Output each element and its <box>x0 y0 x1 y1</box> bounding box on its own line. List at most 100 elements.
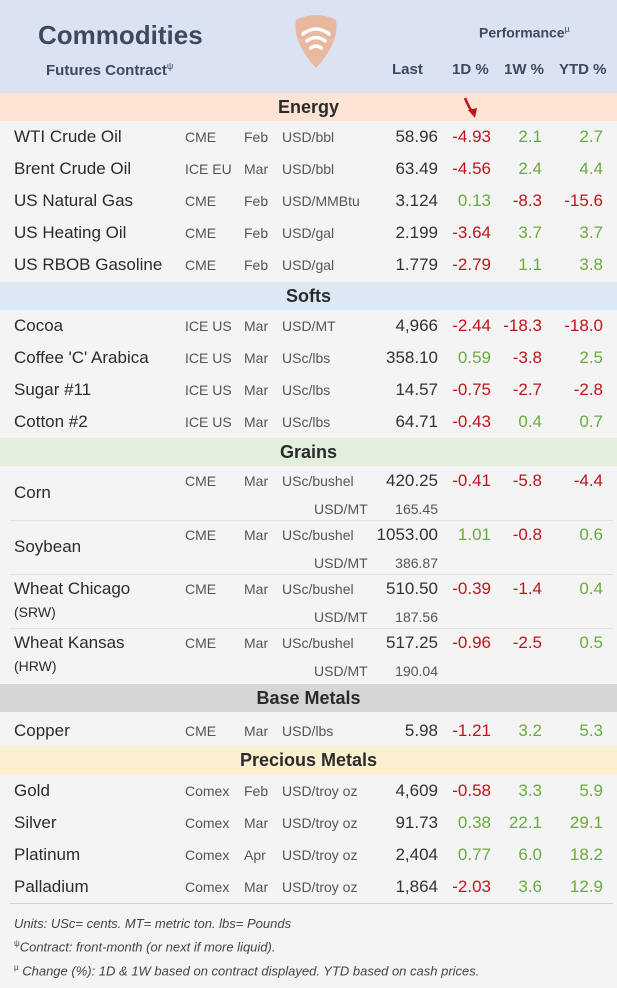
commodity-name: Silver <box>14 813 57 832</box>
subtitle: Futures Contractψ <box>46 61 174 79</box>
change-1w: 0.4 <box>518 412 542 431</box>
commodity-name: Soybean <box>14 537 82 556</box>
table-row: WTI Crude Oil CME Feb USD/bbl 58.96 -4.93 2.1 2… <box>0 121 617 153</box>
col-last: Last <box>392 61 423 78</box>
unit: USD/troy oz <box>282 879 358 895</box>
unit-secondary: USD/MT <box>314 501 368 517</box>
commodity-name: US Heating Oil <box>14 223 127 242</box>
last-price: 63.49 <box>395 159 438 178</box>
change-1w: 2.4 <box>518 159 542 178</box>
table-row: US Natural Gas CME Feb USD/MMBtu 3.124 0.13 -8… <box>0 185 617 217</box>
commodity-name: Coffee 'C' Arabica <box>14 348 149 367</box>
table-row: Corn CME Mar USc/bushel USD/MT 420.25 165.45 -0… <box>0 466 617 520</box>
contract-month: Mar <box>244 350 269 366</box>
table-row: US Heating Oil CME Feb USD/gal 2.199 -3.64 3.7… <box>0 217 617 249</box>
change-ytd: 2.7 <box>579 127 603 146</box>
change-1d: 0.13 <box>457 191 491 210</box>
change-1w: 3.2 <box>518 721 542 740</box>
last-price-secondary: 386.87 <box>395 555 438 571</box>
unit: USc/bushel <box>282 527 354 543</box>
exchange: Comex <box>185 783 230 799</box>
row-divider <box>10 628 613 629</box>
last-price: 517.25 <box>386 633 438 652</box>
change-1w: -3.8 <box>512 348 542 367</box>
table-row: Gold Comex Feb USD/troy oz 4,609 -0.58 3.3 5.9 <box>0 775 617 807</box>
unit: USc/lbs <box>282 350 331 366</box>
contract-month: Feb <box>244 129 269 145</box>
last-price: 1053.00 <box>376 525 438 544</box>
unit: USD/troy oz <box>282 847 358 863</box>
change-ytd: 3.8 <box>579 255 603 274</box>
contract-month: Feb <box>244 193 269 209</box>
unit-secondary: USD/MT <box>314 663 368 679</box>
exchange: Comex <box>185 879 230 895</box>
contract-month: Apr <box>244 847 266 863</box>
exchange: CME <box>185 225 217 241</box>
exchange: ICE US <box>185 350 232 366</box>
footer-contract: ψContract: front-month (or next if more … <box>14 939 276 955</box>
change-1d: -0.41 <box>452 471 491 490</box>
change-ytd: 4.4 <box>579 159 603 178</box>
exchange: CME <box>185 581 217 597</box>
unit: USc/lbs <box>282 414 331 430</box>
unit: USD/troy oz <box>282 815 358 831</box>
last-price: 58.96 <box>395 127 438 146</box>
change-ytd: -2.8 <box>573 380 603 399</box>
last-price: 91.73 <box>395 813 438 832</box>
last-price: 4,966 <box>395 316 438 335</box>
change-1w: 3.3 <box>518 781 542 800</box>
unit: USD/bbl <box>282 129 335 145</box>
unit: USc/bushel <box>282 473 354 489</box>
exchange: CME <box>185 193 217 209</box>
unit-secondary: USD/MT <box>314 609 368 625</box>
unit: USD/troy oz <box>282 783 358 799</box>
table-row: Soybean CME Mar USc/bushel USD/MT 1053.00 386.… <box>0 520 617 574</box>
commodity-name: Gold <box>14 781 50 800</box>
unit: USD/MMBtu <box>282 193 360 209</box>
unit: USD/gal <box>282 225 335 241</box>
change-1d: -2.03 <box>452 877 491 896</box>
change-1d: -0.43 <box>452 412 491 431</box>
section-grains: Grains <box>0 438 617 466</box>
change-1d: 0.77 <box>457 845 491 864</box>
last-price-secondary: 187.56 <box>395 609 438 625</box>
commodity-name: Cotton #2 <box>14 412 88 431</box>
table-row: Silver Comex Mar USD/troy oz 91.73 0.38 22.1 29… <box>0 807 617 839</box>
change-ytd: 5.9 <box>579 781 603 800</box>
last-price: 4,609 <box>395 781 438 800</box>
change-1w: 3.6 <box>518 877 542 896</box>
section-energy: Energy <box>0 93 617 121</box>
table-row: Cotton #2 ICE US Mar USc/lbs 64.71 -0.43 0.4 0.… <box>0 406 617 438</box>
exchange: CME <box>185 723 217 739</box>
exchange: CME <box>185 129 217 145</box>
table-row: Wheat Kansas (HRW) CME Mar USc/bushel USD/MT 5… <box>0 628 617 682</box>
change-1w: -0.8 <box>512 525 542 544</box>
change-1d: -0.58 <box>452 781 491 800</box>
change-ytd: 12.9 <box>569 877 603 896</box>
last-price: 14.57 <box>395 380 438 399</box>
change-ytd: 18.2 <box>569 845 603 864</box>
change-ytd: 0.6 <box>579 525 603 544</box>
change-1w: -1.4 <box>512 579 542 598</box>
change-ytd: 5.3 <box>579 721 603 740</box>
performance-title: Performanceµ <box>479 24 570 41</box>
last-price: 64.71 <box>395 412 438 431</box>
change-1w: -8.3 <box>512 191 542 210</box>
col-1d: 1D % <box>452 61 489 78</box>
change-1d: -0.75 <box>452 380 491 399</box>
exchange: ICE US <box>185 414 232 430</box>
last-price: 358.10 <box>386 348 438 367</box>
commodity-name: Sugar #11 <box>14 380 92 399</box>
unit: USc/bushel <box>282 581 354 597</box>
contract-month: Mar <box>244 635 269 651</box>
contract-month: Mar <box>244 473 269 489</box>
unit: USc/lbs <box>282 382 331 398</box>
unit: USc/bushel <box>282 635 354 651</box>
change-ytd: 29.1 <box>569 813 603 832</box>
col-1w: 1W % <box>504 61 545 78</box>
table-row: Cocoa ICE US Mar USD/MT 4,966 -2.44 -18.3 -18.0 <box>0 310 617 342</box>
change-1d: -3.64 <box>452 223 491 242</box>
last-price-secondary: 165.45 <box>395 501 438 517</box>
commodity-name: Brent Crude Oil <box>14 159 132 178</box>
change-1w: -18.3 <box>503 316 542 335</box>
